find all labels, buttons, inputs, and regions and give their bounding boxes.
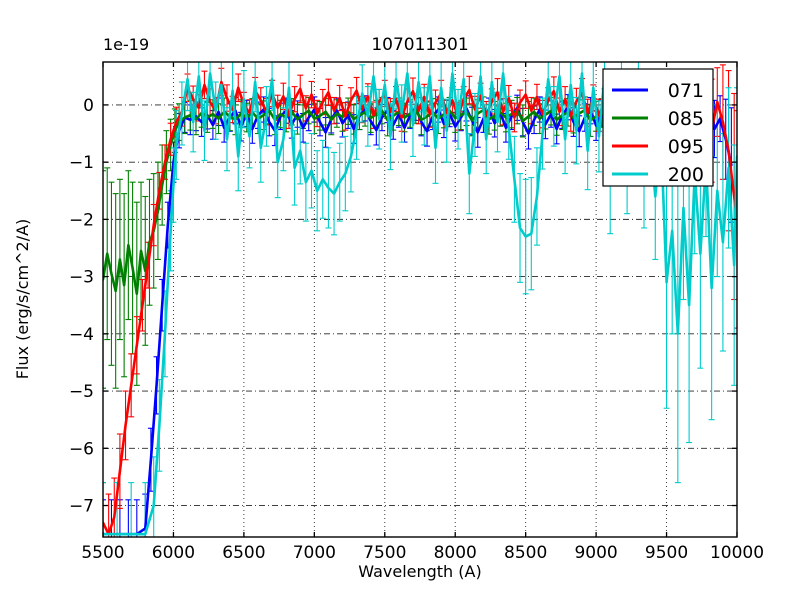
page-title: 107011301 [371,35,468,55]
y-tick-label: −3 [69,268,94,288]
x-axis-label: Wavelength (A) [358,562,481,581]
series-line-085 [103,108,626,296]
x-tick-label: 6000 [152,543,195,563]
x-tick-label: 9500 [645,543,688,563]
legend-label: 200 [668,164,704,186]
x-tick-label: 7000 [293,543,336,563]
y-tick-labels: 0 −1 −2 −3 −4 −5 −6 −7 [69,96,94,517]
y-tick-label: −6 [69,439,94,459]
legend-item-071[interactable]: 071 [612,80,704,102]
axis-ticks [102,62,738,537]
x-tick-label: 8500 [504,543,547,563]
x-tick-labels: 5500 6000 6500 7000 7500 8000 8500 9000 9500 1000… [81,543,764,563]
x-tick-label: 8000 [434,543,477,563]
legend-label: 085 [668,108,704,130]
x-tick-label: 9000 [574,543,617,563]
y-tick-label: −5 [69,382,94,402]
x-tick-label: 6500 [222,543,265,563]
x-tick-label: 5500 [81,543,124,563]
axes-frame [102,61,738,538]
y-axis-label: Flux (erg/s/cm^2/A) [13,219,32,380]
legend-item-095[interactable]: 095 [612,136,704,158]
legend-item-200[interactable]: 200 [612,164,704,186]
legend-label: 071 [668,80,704,102]
legend[interactable]: 071 085 095 200 [602,68,714,187]
legend-label: 095 [668,136,704,158]
y-tick-label: 0 [83,96,94,116]
legend-item-085[interactable]: 085 [612,108,704,130]
y-axis-offset-label: 1e-19 [103,35,149,54]
y-tick-label: −1 [69,153,94,173]
x-tick-label: 10000 [710,543,764,563]
y-tick-label: −2 [69,210,94,230]
y-tick-label: −7 [69,497,94,517]
x-tick-label: 7500 [363,543,406,563]
y-tick-label: −4 [69,325,94,345]
